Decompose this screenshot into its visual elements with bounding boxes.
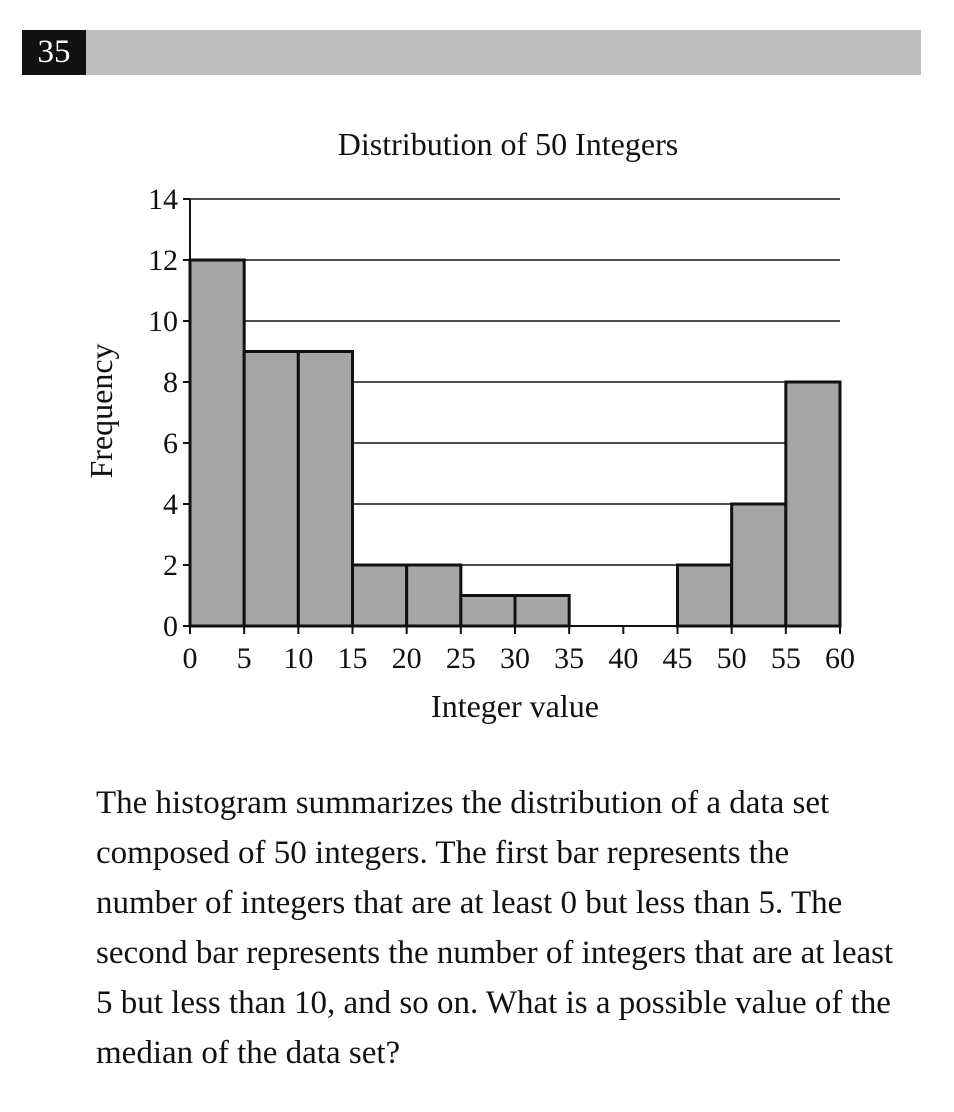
- x-tick-label-0: 0: [183, 642, 198, 675]
- y-tick-label-0: 0: [163, 610, 178, 643]
- y-axis-label: Frequency: [83, 343, 119, 478]
- y-tick-label-2: 2: [163, 549, 178, 582]
- bar-10-15: [296, 350, 355, 628]
- x-tick-label-15: 15: [338, 642, 368, 675]
- x-tick-label-20: 20: [392, 642, 422, 675]
- x-tick-label-5: 5: [237, 642, 252, 675]
- y-tick-label-8: 8: [163, 366, 178, 399]
- y-tick-label-4: 4: [163, 488, 178, 521]
- x-axis-label: Integer value: [431, 688, 599, 724]
- x-tick-label-50: 50: [717, 642, 747, 675]
- x-tick-label-25: 25: [446, 642, 476, 675]
- bar-45-50: [676, 563, 734, 628]
- bar-55-60: [784, 380, 842, 628]
- x-tick-label-35: 35: [554, 642, 584, 675]
- bar-20-25: [405, 563, 463, 628]
- x-tick-label-45: 45: [663, 642, 693, 675]
- x-tick-label-55: 55: [771, 642, 801, 675]
- y-tick-label-6: 6: [163, 427, 178, 460]
- bar-50-55: [730, 502, 788, 628]
- bar-25-30: [459, 594, 517, 628]
- bar-5-10: [242, 350, 300, 628]
- y-tick-label-14: 14: [148, 183, 178, 216]
- y-tick-label-10: 10: [148, 305, 178, 338]
- histogram-chart: Distribution of 50 Integers 02468101214 …: [83, 126, 856, 724]
- y-tick-labels: 0 2 4 6 8 10 12 14: [148, 183, 178, 643]
- x-tick-label-10: 10: [283, 642, 313, 675]
- bar-0-5: [188, 258, 246, 628]
- bar-30-35: [513, 594, 571, 628]
- x-tick-labels: 0 5 10 15 20 25 30 35 40 45 50 55 60: [183, 642, 856, 675]
- axes: [183, 198, 841, 634]
- question-text: The histogram summarizes the distributio…: [96, 785, 894, 1071]
- bar-15-20: [351, 563, 409, 628]
- x-tick-label-30: 30: [500, 642, 530, 675]
- x-tick-label-40: 40: [608, 642, 638, 675]
- x-tick-label-60: 60: [825, 642, 855, 675]
- question-number: 35: [22, 30, 86, 75]
- chart-title: Distribution of 50 Integers: [338, 126, 678, 162]
- question-header-bar: 35: [22, 30, 921, 75]
- y-tick-label-12: 12: [148, 244, 178, 277]
